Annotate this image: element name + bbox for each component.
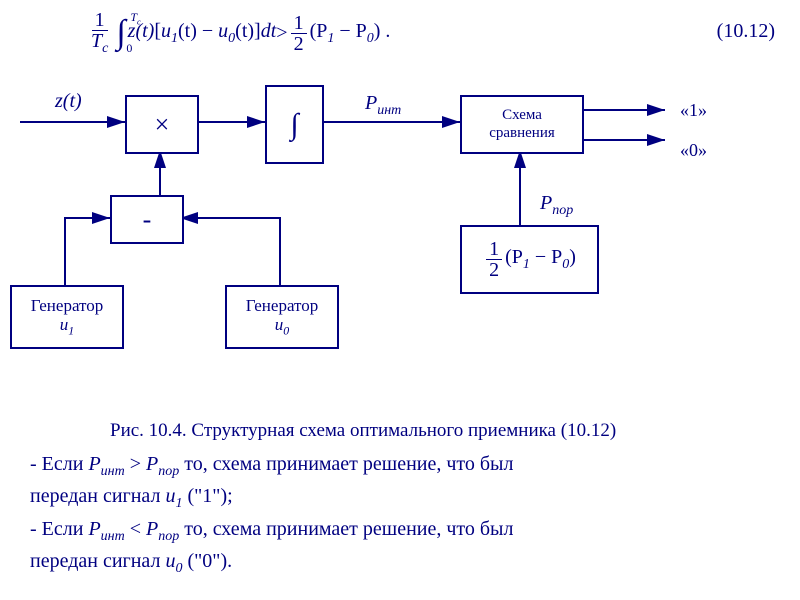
label-z-t: z(t) — [55, 90, 82, 113]
subtractor-block: - — [110, 195, 184, 244]
generator-u1-block: Генератор u1 — [10, 285, 124, 349]
label-p-int: Pинт — [365, 92, 401, 119]
figure-caption: Рис. 10.4. Структурная схема оптимальног… — [110, 420, 750, 442]
integrator-block: ∫ — [265, 85, 324, 164]
multiplier-block: × — [125, 95, 199, 154]
threshold-block: 1 2 (P1 − P0) — [460, 225, 599, 294]
page: 1 Tc Tc ∫ 0 z(t)[u1(t) − u0(t)]dt > 1 2 … — [0, 0, 800, 600]
label-out-1: «1» — [680, 100, 707, 121]
comparator-block: Схемасравнения — [460, 95, 584, 154]
generator-u0-block: Генератор u0 — [225, 285, 339, 349]
paragraph-2: - Если Pинт < Pпор то, схема принимает р… — [30, 515, 750, 578]
paragraph-1: - Если Pинт > Pпор то, схема принимает р… — [30, 450, 750, 513]
label-out-0: «0» — [680, 140, 707, 161]
label-p-por: Pпор — [540, 192, 573, 219]
